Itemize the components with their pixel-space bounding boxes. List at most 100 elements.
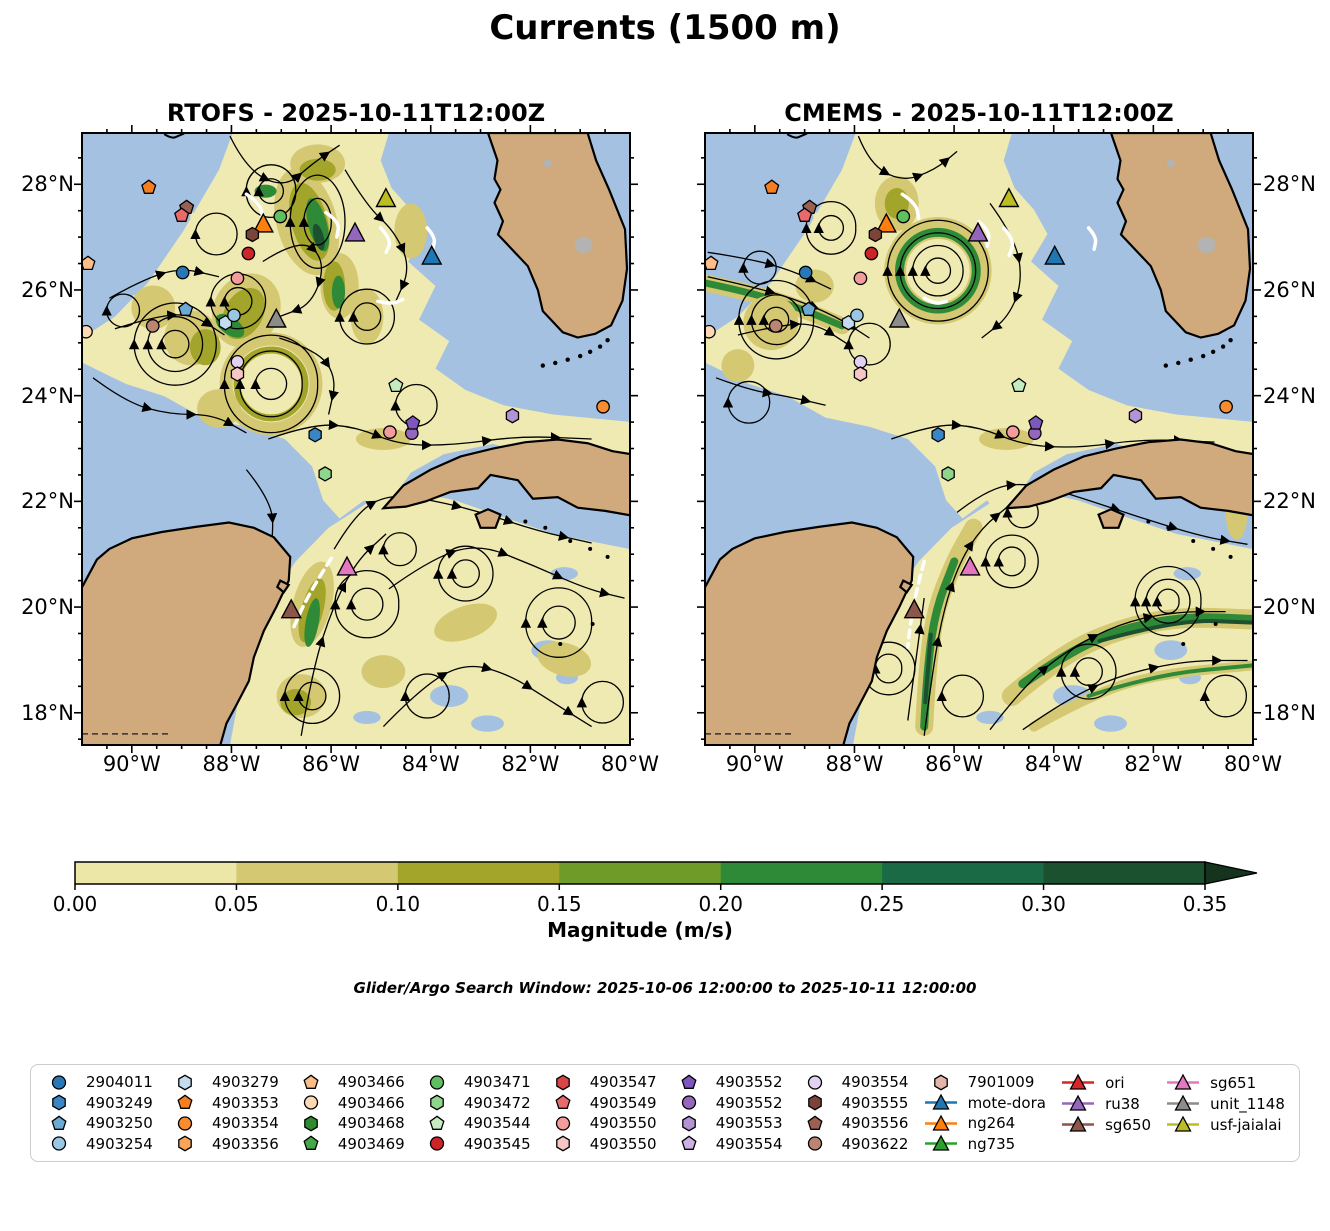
lat-tick-label: 24°N (1263, 383, 1316, 408)
pentagon-marker-icon (303, 1074, 319, 1089)
streamlines (707, 135, 1248, 736)
triangle-marker-icon (924, 1134, 957, 1151)
legend-column: 4903547 4903549 4903550 4903550 (545, 1072, 657, 1154)
legend-label: sg651 (1210, 1073, 1257, 1092)
pentagon-marker-icon (429, 1115, 445, 1130)
triangle-marker-icon (924, 1114, 957, 1131)
legend-item: 4903553 (671, 1113, 783, 1134)
lon-tick-label: 90°W (725, 752, 784, 776)
lat-tick-label: 28°N (21, 172, 74, 197)
lon-tick-label: 82°W (501, 752, 560, 776)
hexagon-marker-icon (52, 1094, 66, 1111)
circle-marker-icon (303, 1095, 319, 1110)
legend-column: 7901009 mote-dora ng264 ng735 (923, 1072, 1046, 1154)
platform-marker (801, 301, 817, 316)
platform-marker (1044, 244, 1066, 265)
platform-marker (705, 324, 716, 339)
land (705, 133, 1253, 745)
lon-tick-label: 84°W (401, 752, 460, 776)
pentagon-marker-icon (681, 1074, 697, 1089)
colorbar-label: Magnitude (m/s) (547, 918, 733, 942)
platform-marker (273, 209, 288, 224)
legend-label: 4903254 (86, 1134, 153, 1153)
platform-markers (705, 179, 1233, 619)
platform-marker (280, 598, 302, 619)
legend-label: 4903469 (337, 1134, 405, 1153)
legend-item: 4903554 (797, 1072, 908, 1093)
legend-label: 4903354 (211, 1114, 279, 1133)
platform-marker (245, 226, 260, 243)
lon-tick-label: 88°W (202, 752, 261, 776)
colorbar-tick-label: 0.05 (214, 892, 259, 916)
platform-marker (344, 221, 366, 242)
axis-ticks (74, 125, 638, 753)
legend-label: ori (1105, 1073, 1125, 1092)
legend-item: 7901009 (923, 1072, 1046, 1093)
glider-track (977, 219, 991, 248)
circle-marker-icon (681, 1095, 696, 1110)
hexagon-marker-icon (429, 1094, 444, 1111)
lon-tick-label: 88°W (825, 752, 884, 776)
platform-marker (1011, 377, 1027, 393)
legend-label: 4903553 (715, 1114, 783, 1133)
platform-marker (596, 399, 610, 414)
platform-marker (241, 246, 256, 261)
glider-track (244, 192, 265, 221)
platform-marker (227, 308, 241, 323)
platform-marker (941, 466, 955, 482)
platform-marker (388, 377, 404, 393)
platform-marker (421, 244, 443, 265)
colorbar-tick-label: 0.35 (1182, 892, 1228, 916)
platform-marker (318, 466, 332, 482)
legend-label: 4903550 (589, 1134, 657, 1153)
platform-marker (178, 301, 194, 316)
legend-item: sg651 (1165, 1072, 1285, 1093)
platform-marker (308, 427, 322, 443)
platform-marker (1006, 425, 1020, 439)
colorbar-tick-label: 0.00 (52, 892, 98, 916)
lon-tick-label: 86°W (925, 752, 984, 776)
platform-marker (145, 319, 160, 333)
glider-track (900, 192, 921, 221)
legend-item: 4903554 (671, 1134, 783, 1155)
platform-marker (853, 366, 868, 382)
legend-column: 4903554 4903555 4903556 4903622 (797, 1072, 908, 1154)
platform-marker (375, 187, 397, 208)
legend-item: 4903468 (293, 1113, 405, 1134)
circle-marker-icon (51, 1136, 67, 1151)
legend-label: 2904011 (86, 1073, 153, 1092)
platform-marker (864, 246, 879, 261)
hexagon-marker-icon (178, 1135, 192, 1152)
platform-marker (896, 209, 911, 224)
legend-label: ng264 (967, 1114, 1016, 1133)
legend-column: 2904011 4903249 4903250 4903254 (41, 1072, 153, 1154)
lake-okeechobee (1197, 237, 1216, 254)
platform-marker (230, 354, 245, 369)
panel-title-rtofs: RTOFS - 2025-10-11T12:00Z (166, 99, 546, 127)
glider-track (1086, 226, 1098, 252)
platform-marker (383, 425, 397, 439)
legend-column: 4903279 4903353 4903354 4903356 (167, 1072, 279, 1154)
legend-item: ori (1060, 1072, 1151, 1093)
legend-item: 4903356 (167, 1134, 279, 1155)
pentagon-marker-icon (177, 1094, 193, 1110)
lon-tick-label: 86°W (302, 752, 361, 776)
hexagon-marker-icon (555, 1135, 570, 1152)
colorbar-tick-label: 0.30 (1021, 892, 1066, 916)
legend-column: sg651 unit_1148 usf-jaialai (1165, 1072, 1285, 1154)
platform-marker (888, 307, 910, 328)
glider-track (291, 556, 334, 631)
legend-label: unit_1148 (1210, 1094, 1285, 1113)
lat-tick-label: 24°N (21, 383, 74, 408)
legend-item: 4903549 (545, 1093, 657, 1114)
triangle-marker-icon (924, 1093, 957, 1110)
panel-title-cmems: CMEMS - 2025-10-11T12:00Z (784, 99, 1174, 127)
legend-item: 4903547 (545, 1072, 657, 1093)
legend-label: ru38 (1105, 1094, 1140, 1113)
legend-column: ori ru38 sg650 (1060, 1072, 1151, 1154)
circle-marker-icon (51, 1075, 67, 1090)
legend-label: 4903250 (86, 1114, 153, 1133)
platform-marker (230, 366, 245, 382)
legend-label: usf-jaialai (1210, 1115, 1282, 1134)
legend-item: 4903469 (293, 1134, 405, 1155)
